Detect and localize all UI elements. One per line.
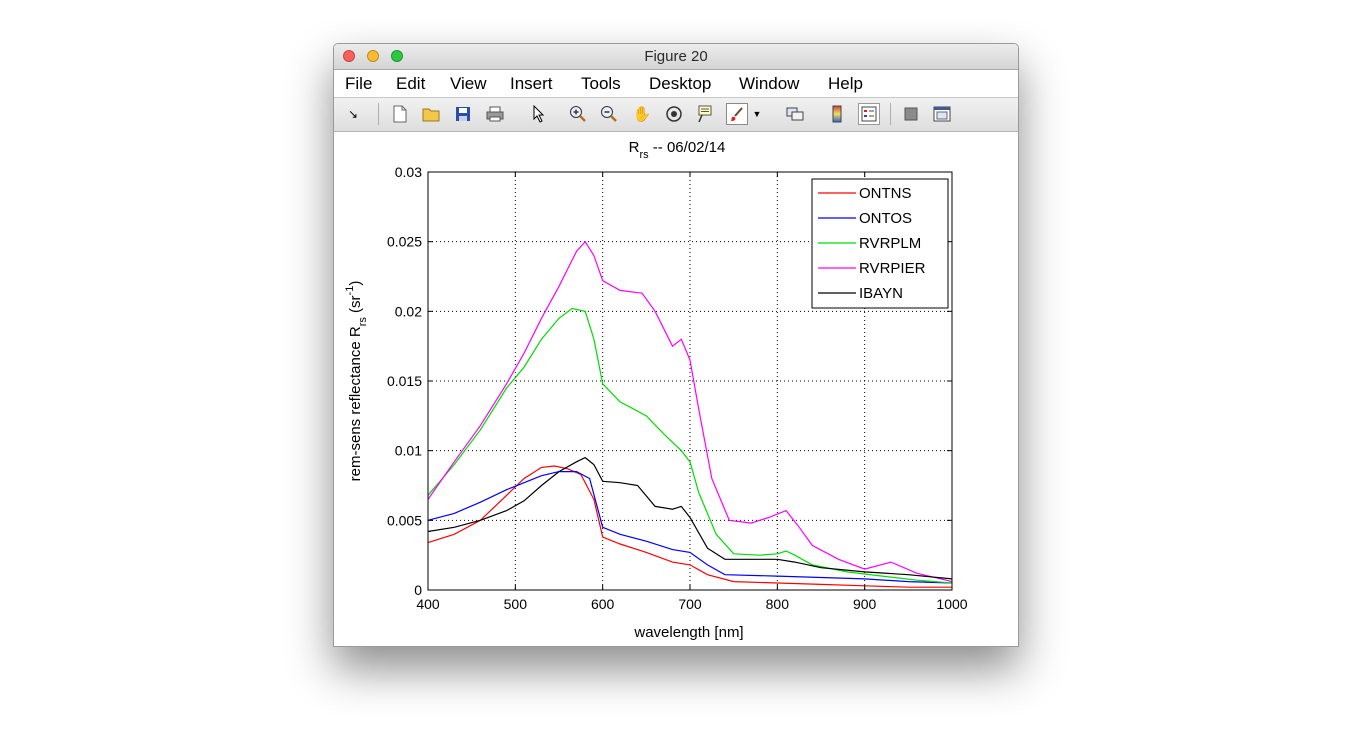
- zoom-window-icon[interactable]: [391, 50, 403, 62]
- axis-ticks: 400 500 600 700 800 900 1000 0 0.005 0.01 0.015 0.0…: [387, 164, 968, 612]
- legend-label-ontos: ONTOS: [859, 210, 912, 227]
- chart-title-rest: -- 06/02/14: [649, 139, 726, 156]
- y-axis-label-superscript: -1: [344, 286, 356, 296]
- menu-bar: File Edit View Insert Tools Desktop Wind…: [334, 70, 1018, 98]
- y-tick-label: 0: [414, 582, 422, 598]
- y-axis-label-main: rem-sens reflectance R: [347, 326, 364, 481]
- menu-insert[interactable]: Insert: [510, 74, 553, 93]
- x-tick-label: 700: [678, 596, 702, 612]
- close-window-icon[interactable]: [343, 50, 355, 62]
- dock-arrow-icon[interactable]: ↘: [347, 107, 359, 121]
- x-tick-label: 600: [591, 596, 615, 612]
- y-axis-label-close: ): [347, 281, 364, 286]
- menu-tools[interactable]: Tools: [581, 74, 621, 93]
- menu-help[interactable]: Help: [828, 74, 863, 93]
- title-bar[interactable]: Figure 20: [334, 44, 1018, 70]
- figure-window: Figure 20 File Edit View Insert Tools De…: [333, 43, 1019, 647]
- show-plot-tools-icon[interactable]: [931, 103, 953, 125]
- y-tick-label: 0.03: [395, 164, 422, 180]
- x-tick-label: 800: [766, 596, 790, 612]
- x-tick-label: 400: [416, 596, 440, 612]
- data-cursor-icon[interactable]: [694, 103, 716, 125]
- x-axis-label: wavelength [nm]: [633, 624, 743, 641]
- brush-dropdown-icon[interactable]: ▼: [752, 108, 762, 119]
- series-line-ibayn: [427, 456, 953, 580]
- legend-label-ibayn: IBAYN: [859, 285, 903, 302]
- y-tick-label: 0.015: [387, 373, 422, 389]
- link-plot-icon[interactable]: [784, 103, 806, 125]
- series-line-rvrplm: [427, 307, 953, 584]
- x-tick-label: 900: [853, 596, 877, 612]
- toolbar-separator: [378, 103, 379, 125]
- brush-icon[interactable]: [726, 103, 748, 125]
- menu-window[interactable]: Window: [739, 74, 800, 93]
- series-line-ontns: [427, 465, 952, 588]
- menu-desktop[interactable]: Desktop: [649, 74, 712, 93]
- y-tick-label: 0.02: [395, 303, 422, 319]
- legend-label-rvrpier: RVRPIER: [859, 260, 926, 277]
- x-tick-label: 500: [504, 596, 528, 612]
- chart-title: Rrs -- 06/02/14: [629, 139, 726, 161]
- zoom-in-icon[interactable]: [567, 103, 589, 125]
- select-arrow-icon[interactable]: [528, 103, 550, 125]
- chart-title-subscript: rs: [639, 149, 649, 161]
- series-line-rvrpier: [427, 240, 953, 583]
- figure-toolbar: ↘ ✋ ▼: [334, 98, 1018, 132]
- series-lines: [427, 240, 953, 588]
- y-tick-label: 0.025: [387, 234, 422, 250]
- zoom-out-icon[interactable]: [598, 103, 620, 125]
- rotate-3d-icon[interactable]: [663, 103, 685, 125]
- hide-plot-tools-icon[interactable]: [900, 103, 922, 125]
- menu-view[interactable]: View: [450, 74, 487, 93]
- new-figure-icon[interactable]: [389, 103, 411, 125]
- colorbar-icon[interactable]: [826, 103, 848, 125]
- y-axis-label: rem-sens reflectance Rrs (sr-1): [344, 281, 369, 482]
- chart-title-main: R: [629, 139, 640, 156]
- legend[interactable]: ONTNS ONTOS RVRPLM RVRPIER IBAYN: [811, 178, 949, 309]
- print-icon[interactable]: [484, 103, 506, 125]
- x-tick-label: 1000: [936, 596, 967, 612]
- menu-file[interactable]: File: [345, 74, 373, 93]
- y-axis-label-subscript: rs: [357, 317, 369, 327]
- pan-hand-icon[interactable]: ✋: [632, 105, 652, 123]
- save-icon[interactable]: [452, 103, 474, 125]
- minimize-window-icon[interactable]: [367, 50, 379, 62]
- y-tick-label: 0.005: [387, 512, 422, 528]
- y-tick-label: 0.01: [395, 443, 422, 459]
- y-axis-label-unit: (sr: [347, 295, 364, 317]
- legend-label-ontns: ONTNS: [859, 185, 912, 202]
- series-line-ontos: [427, 471, 953, 584]
- toolbar-separator: [890, 103, 891, 125]
- menu-edit[interactable]: Edit: [396, 74, 426, 93]
- legend-label-rvrplm: RVRPLM: [859, 235, 921, 252]
- legend-icon[interactable]: [858, 103, 880, 125]
- window-title: Figure 20: [644, 48, 708, 65]
- open-file-icon[interactable]: [420, 103, 442, 125]
